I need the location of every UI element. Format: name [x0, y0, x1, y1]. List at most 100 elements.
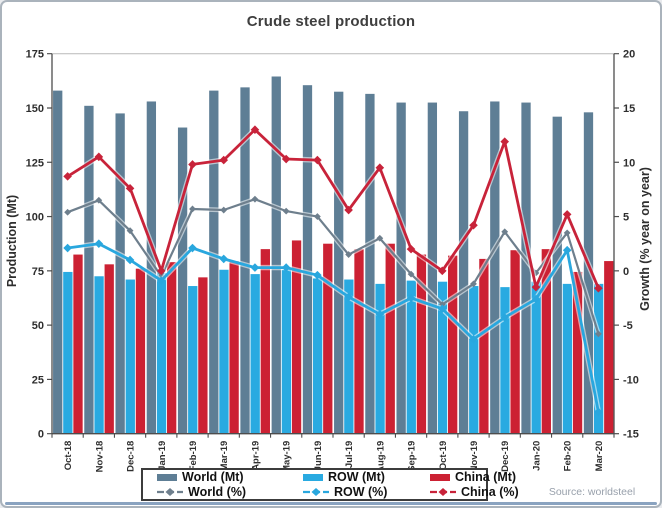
marker-china-Sep-19 [406, 244, 416, 254]
marker-china-May-19 [281, 154, 291, 164]
legend-item-world-pct: World (%) [157, 485, 303, 499]
bar-world-Mar-20 [583, 112, 594, 434]
x-tick-label-Dec-19: Dec-19 [500, 441, 511, 472]
marker-china-Feb-19 [188, 160, 197, 169]
marker-world-Dec-18 [126, 227, 134, 235]
china-bar-swatch [430, 473, 450, 481]
right-axis-tick-label: 20 [623, 49, 635, 61]
right-axis-tick-label: 0 [623, 266, 629, 278]
right-axis-tick-label: -10 [623, 374, 639, 386]
bar-world-Aug-19 [365, 93, 375, 434]
legend-label: World (%) [188, 485, 247, 499]
left-axis-tick-label: 175 [26, 49, 44, 61]
marker-world-Feb-20 [563, 229, 571, 237]
bar-china-Oct-19 [448, 255, 458, 434]
bar-row-Dec-18 [125, 279, 135, 434]
marker-row-Jun-19 [313, 270, 322, 280]
growth-line-world [67, 198, 600, 335]
marker-china-Aug-19 [375, 163, 385, 172]
marker-row-Apr-19 [250, 263, 260, 272]
marker-china-Nov-18 [94, 152, 104, 162]
bar-row-May-19 [281, 269, 292, 434]
marker-row-Oct-18 [63, 243, 72, 253]
bar-china-Jan-19 [167, 262, 177, 434]
marker-world-Jun-19 [313, 213, 321, 220]
legend-label: World (Mt) [182, 470, 244, 484]
legend-label: China (Mt) [455, 470, 517, 484]
marker-world-Oct-19 [438, 301, 446, 308]
bar-world-Dec-18 [115, 113, 125, 434]
marker-china-Jul-19 [344, 205, 353, 215]
marker-world-Sep-19 [407, 270, 415, 278]
bar-row-Jul-19 [344, 279, 354, 434]
legend: World (Mt) ROW (Mt) China (Mt) World (%) ROW… [141, 468, 519, 501]
row-line-icon [303, 488, 329, 496]
left-axis-tick-label: 25 [32, 374, 44, 386]
bar-row-Mar-20 [593, 283, 604, 434]
growth-line-china [66, 128, 600, 289]
legend-item-china-pct: China (%) [430, 485, 519, 499]
marker-row-Mar-19 [219, 254, 229, 264]
bar-world-Feb-19 [177, 127, 188, 434]
legend-item-china-mt: China (Mt) [430, 470, 519, 484]
source-note: Source: worldsteel [548, 486, 636, 498]
x-tick-label-Jul-19: Jul-19 [344, 441, 355, 468]
marker-china-Feb-20 [562, 210, 572, 219]
bar-world-Jul-19 [334, 91, 344, 434]
left-axis-tick-label: 75 [32, 266, 44, 278]
bar-china-Jul-19 [354, 249, 364, 434]
bar-row-Mar-19 [219, 269, 229, 434]
marker-world-Jul-19 [345, 251, 353, 258]
legend-label: ROW (Mt) [328, 470, 385, 484]
marker-world-Nov-19 [470, 280, 477, 288]
china-line-icon [430, 488, 456, 496]
marker-row-Jan-19 [156, 276, 166, 285]
right-axis-tick-label: 10 [623, 157, 635, 169]
right-axis-tick-label: -5 [623, 320, 633, 332]
right-axis-tick-label: -15 [623, 429, 639, 441]
marker-world-Dec-19 [501, 228, 509, 236]
bar-row-Aug-19 [375, 283, 385, 434]
x-tick-label-Oct-18: Oct-18 [63, 441, 74, 471]
marker-world-Mar-19 [220, 206, 228, 214]
bar-row-Oct-19 [437, 281, 448, 434]
x-tick-label-Nov-19: Nov-19 [469, 441, 480, 473]
marker-row-Mar-20 [594, 407, 603, 417]
bar-china-Mar-20 [604, 261, 614, 434]
marker-china-Nov-19 [469, 220, 478, 230]
bar-world-Jan-20 [521, 102, 531, 434]
marker-row-Feb-19 [188, 243, 197, 253]
x-tick-label-Aug-19: Aug-19 [375, 441, 386, 473]
x-tick-label-May-19: May-19 [282, 441, 293, 473]
bar-world-Nov-18 [84, 105, 94, 434]
marker-china-Jun-19 [313, 155, 322, 165]
bar-world-Mar-19 [209, 90, 219, 434]
bar-world-Sep-19 [396, 102, 406, 434]
bar-world-Jan-19 [146, 101, 157, 434]
bar-world-Oct-19 [427, 102, 438, 434]
x-tick-label-Nov-18: Nov-18 [94, 441, 105, 473]
legend-label: ROW (%) [334, 485, 388, 499]
bar-row-Jan-19 [156, 273, 167, 434]
marker-row-Feb-20 [562, 245, 572, 255]
x-tick-label-Apr-19: Apr-19 [250, 441, 261, 471]
marker-china-Oct-18 [63, 172, 72, 181]
marker-row-Dec-19 [500, 313, 510, 322]
marker-row-Dec-18 [125, 255, 135, 265]
marker-world-May-19 [282, 207, 290, 215]
marker-world-Oct-18 [64, 208, 72, 216]
x-tick-label-Jan-19: Jan-19 [157, 441, 168, 471]
x-tick-label-Jun-19: Jun-19 [313, 441, 324, 472]
bar-china-May-19 [291, 240, 302, 434]
legend-label: China (%) [461, 485, 519, 499]
legend-item-row-pct: ROW (%) [303, 485, 430, 499]
marker-china-Apr-19 [250, 125, 260, 134]
bar-china-Aug-19 [385, 243, 395, 434]
x-tick-label-Jan-20: Jan-20 [531, 441, 542, 471]
bar-china-Mar-19 [229, 261, 239, 434]
marker-row-Sep-19 [406, 293, 416, 303]
bar-row-Oct-18 [63, 271, 73, 434]
world-line-icon [157, 488, 183, 496]
bar-world-Dec-19 [490, 101, 500, 434]
